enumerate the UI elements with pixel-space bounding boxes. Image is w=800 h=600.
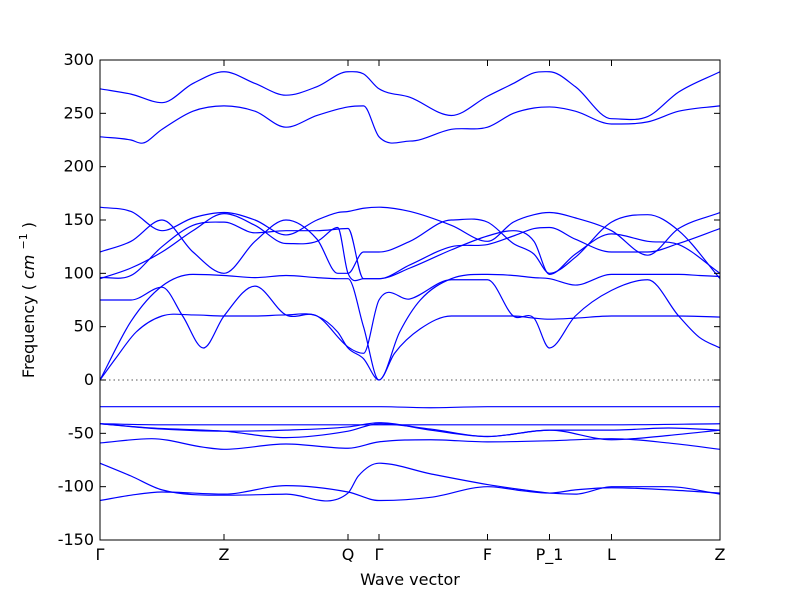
x-axis-label: Wave vector <box>360 570 460 589</box>
band-line-5 <box>100 422 720 438</box>
y-axis-label-unit-exponent: −1 <box>17 233 30 249</box>
y-tick-label: -100 <box>58 477 94 496</box>
y-axis-ticks: -150 -100 -50 0 50 100 150 200 250 300 <box>58 50 720 549</box>
x-tick-label: Z <box>715 545 726 564</box>
x-tick-label: Z <box>219 545 230 564</box>
y-tick-label: 150 <box>63 210 94 229</box>
y-tick-label: 250 <box>63 103 94 122</box>
plot-area-frame <box>99 59 721 541</box>
band-line-6 <box>100 406 720 409</box>
band-line-15 <box>100 105 720 144</box>
band-line-12 <box>100 214 720 280</box>
band-line-14 <box>100 221 720 280</box>
band-line-11 <box>100 213 720 282</box>
y-tick-label: 100 <box>63 263 94 282</box>
y-tick-label: 200 <box>63 157 94 176</box>
phonon-bands <box>100 71 720 502</box>
band-line-10 <box>100 279 720 354</box>
y-axis-label: Frequency ( cm −1 ) <box>12 222 38 378</box>
x-tick-label: L <box>607 545 616 564</box>
y-axis-label-open-paren: ( <box>19 284 38 290</box>
x-tick-label: Q <box>342 545 355 564</box>
y-tick-label: 50 <box>74 317 94 336</box>
band-line-4 <box>100 423 720 441</box>
x-tick-label: Γ <box>375 545 384 564</box>
band-line-9 <box>100 273 720 381</box>
band-line-7 <box>100 423 720 426</box>
band-line-2 <box>100 462 720 502</box>
y-tick-label: 0 <box>84 370 94 389</box>
x-tick-label: P_1 <box>536 545 564 565</box>
band-line-1 <box>100 485 720 502</box>
y-axis-label-unit-base: cm <box>19 255 38 279</box>
x-tick-label: Γ <box>96 545 105 564</box>
x-axis-ticks: Γ Z Q Γ F P_1 L Z <box>96 60 726 565</box>
band-line-13 <box>100 206 720 256</box>
y-tick-label: -150 <box>58 530 94 549</box>
band-line-3 <box>100 438 720 450</box>
y-axis-label-text: Frequency <box>19 295 38 378</box>
x-tick-label: F <box>483 545 492 564</box>
band-line-8 <box>100 313 720 381</box>
y-axis-label-close-paren: ) <box>19 222 38 228</box>
y-tick-label: -50 <box>68 423 94 442</box>
band-line-16 <box>100 71 720 121</box>
y-tick-label: 300 <box>63 50 94 69</box>
